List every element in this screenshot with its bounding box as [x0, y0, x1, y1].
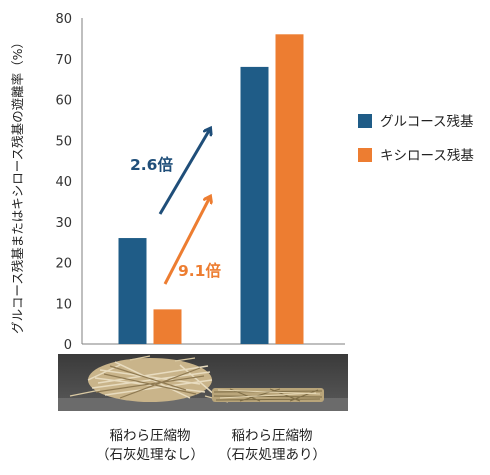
y-tick-label: 50: [55, 134, 72, 149]
straw-bundle-treated: [212, 388, 324, 402]
compressed-rice-straw-photo: [58, 354, 348, 411]
bar-xylose-1: [153, 309, 182, 344]
y-tick-label: 40: [55, 175, 72, 190]
x-category-label: 稲わら圧縮物（石灰処理なし）: [96, 428, 204, 463]
y-tick-label: 60: [55, 94, 72, 109]
xylose-increase-arrow: [163, 197, 210, 285]
bar-xylose-2: [275, 34, 304, 345]
legend-label-glucose: グルコース残基: [380, 113, 474, 130]
y-tick-label: 20: [55, 257, 72, 272]
x-categories: 稲わら圧縮物（石灰処理なし） 稲わら圧縮物（石灰処理あり）: [96, 428, 326, 463]
glucose-fold-label: 2.6倍: [130, 155, 173, 174]
bar-glucose-1: [118, 238, 147, 344]
bars: [118, 34, 304, 345]
y-tick-label: 80: [55, 12, 72, 27]
glucose-increase-arrow: [158, 129, 210, 215]
legend-label-xylose: キシロース残基: [380, 147, 474, 164]
y-tick-label: 10: [55, 297, 72, 312]
bar-glucose-2: [240, 66, 269, 345]
legend: グルコース残基 キシロース残基: [358, 113, 474, 164]
legend-swatch-xylose: [358, 148, 372, 162]
x-category-label: 稲わら圧縮物（石灰処理あり）: [218, 428, 326, 463]
xylose-fold-label: 9.1倍: [178, 261, 221, 280]
y-tick-label: 0: [64, 338, 72, 353]
y-ticks: 0 10 20 30 40 50 60 70 80: [55, 12, 72, 353]
straw-bundle-untreated: [69, 355, 229, 403]
y-tick-label: 70: [55, 53, 72, 68]
annotations: 2.6倍 9.1倍: [130, 129, 221, 285]
legend-swatch-glucose: [358, 114, 372, 128]
y-tick-label: 30: [55, 216, 72, 231]
y-axis-label: グルコース残基またはキシロース残基の遊離率（%）: [10, 36, 25, 334]
